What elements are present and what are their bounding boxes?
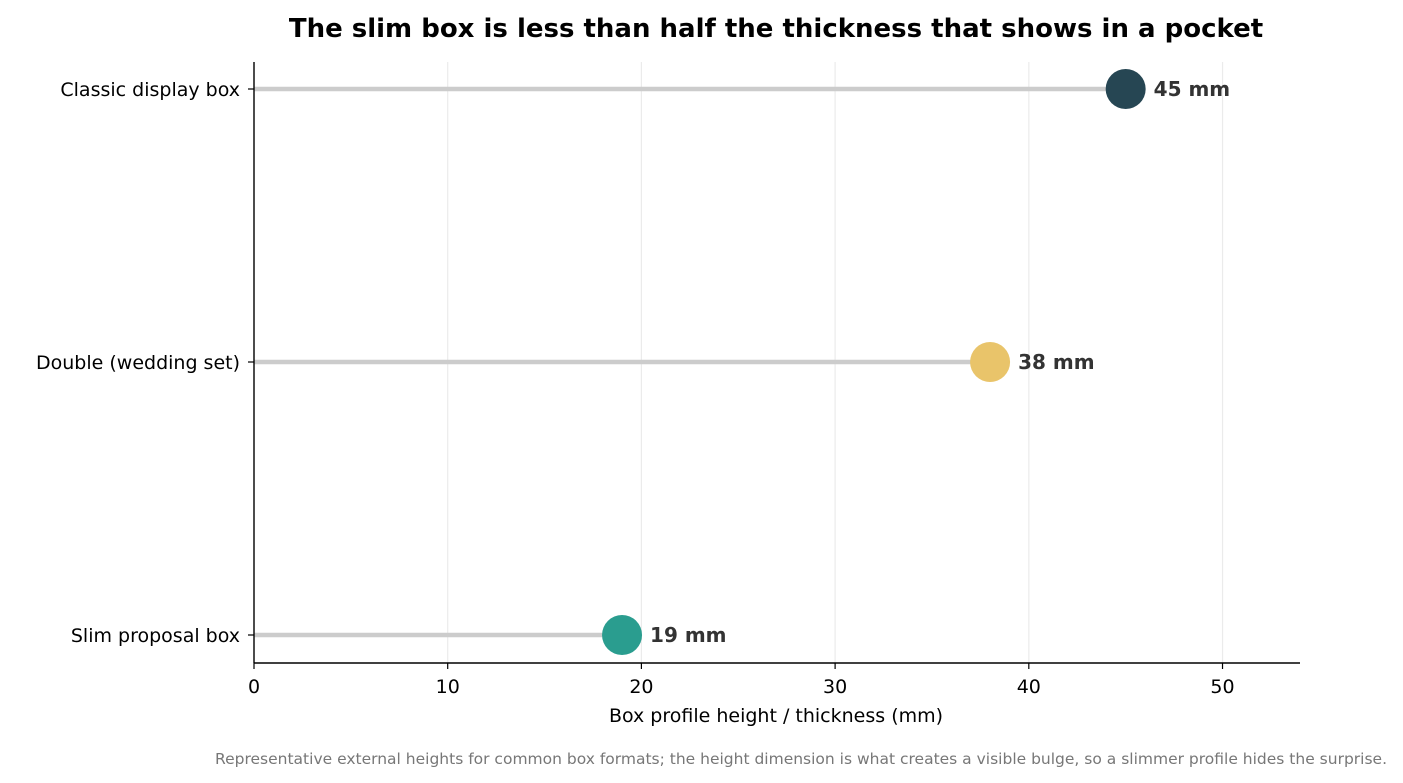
value-label: 19 mm (650, 623, 726, 647)
x-tick-label: 40 (1017, 676, 1041, 698)
value-label: 45 mm (1154, 77, 1230, 101)
chart-title: The slim box is less than half the thick… (289, 14, 1263, 44)
x-axis-label: Box profile height / thickness (mm) (609, 705, 943, 727)
category-label: Classic display box (60, 79, 240, 101)
axes (248, 62, 1300, 669)
x-tick-label: 20 (629, 676, 653, 698)
labels: 0 10 20 30 40 50 Classic display box 45 mm Doubl… (36, 77, 1235, 698)
x-tick-label: 30 (823, 676, 847, 698)
data-point (1105, 69, 1146, 109)
data-point (602, 615, 643, 655)
category-label: Slim proposal box (71, 625, 240, 647)
x-tick-label: 50 (1210, 676, 1234, 698)
category-label: Double (wedding set) (36, 352, 240, 374)
value-label: 38 mm (1018, 350, 1094, 374)
x-tick-label: 10 (436, 676, 460, 698)
footnote: Representative external heights for comm… (215, 750, 1387, 768)
stems (254, 86, 1126, 638)
data-point (970, 342, 1011, 382)
x-tick-label: 0 (248, 676, 260, 698)
points (602, 69, 1146, 655)
